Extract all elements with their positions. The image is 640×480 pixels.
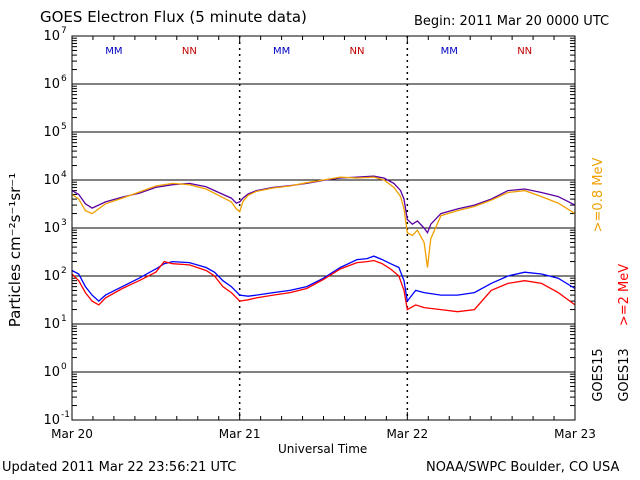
y-tick-exponent: 4: [61, 170, 67, 180]
y-axis-label: Particles cm⁻²s⁻¹sr⁻¹: [6, 173, 24, 327]
credit-text: NOAA/SWPC Boulder, CO USA: [426, 460, 620, 475]
orbit-marker: MM: [441, 46, 458, 57]
series-line-3: [71, 259, 576, 313]
y-tick-label: 10: [43, 317, 60, 332]
y-tick-label: 10: [43, 125, 60, 140]
updated-time: Updated 2011 Mar 22 23:56:21 UTC: [2, 460, 237, 475]
orbit-marker: NN: [517, 46, 532, 57]
y-tick-exponent: 2: [61, 266, 67, 276]
y-tick-exponent: 0: [61, 362, 67, 372]
grid-layer: [71, 36, 576, 420]
label-ge08-mev: >=0.8 MeV: [591, 158, 606, 233]
label-goes13: GOES13: [617, 348, 632, 401]
y-tick-label: 10: [43, 269, 60, 284]
y-tick-exponent: 3: [61, 218, 67, 228]
series-line-0: [71, 175, 576, 235]
chart-title: GOES Electron Flux (5 minute data): [40, 8, 307, 26]
plot-frame: [71, 35, 576, 421]
y-tick-label: 10: [43, 221, 60, 236]
y-tick-exponent: 1: [61, 314, 67, 324]
series-line-1: [71, 176, 576, 268]
orbit-marker: NN: [182, 46, 197, 57]
y-tick-exponent: 6: [61, 74, 67, 84]
x-tick-label: Mar 22: [386, 427, 428, 441]
y-tick-exponent: -1: [61, 410, 70, 420]
x-tick-label: Mar 20: [51, 427, 93, 441]
y-tick-exponent: 7: [61, 26, 67, 36]
orbit-marker: MM: [105, 46, 122, 57]
y-tick-label: 10: [43, 173, 60, 188]
orbit-marker: MM: [273, 46, 290, 57]
y-tick-exponent: 5: [61, 122, 67, 132]
orbit-marker: NN: [350, 46, 365, 57]
begin-time: Begin: 2011 Mar 20 0000 UTC: [414, 14, 610, 29]
y-tick-label: 10: [43, 413, 60, 428]
series-layer: [71, 175, 576, 313]
y-tick-label: 10: [43, 77, 60, 92]
label-ge2-mev: >=2 MeV: [617, 264, 632, 326]
x-tick-label: Mar 23: [554, 427, 596, 441]
x-tick-label: Mar 21: [219, 427, 261, 441]
x-axis-label: Universal Time: [278, 442, 368, 456]
series-line-2: [71, 255, 576, 303]
y-tick-label: 10: [43, 29, 60, 44]
y-tick-label: 10: [43, 365, 60, 380]
label-goes15: GOES15: [591, 348, 606, 401]
